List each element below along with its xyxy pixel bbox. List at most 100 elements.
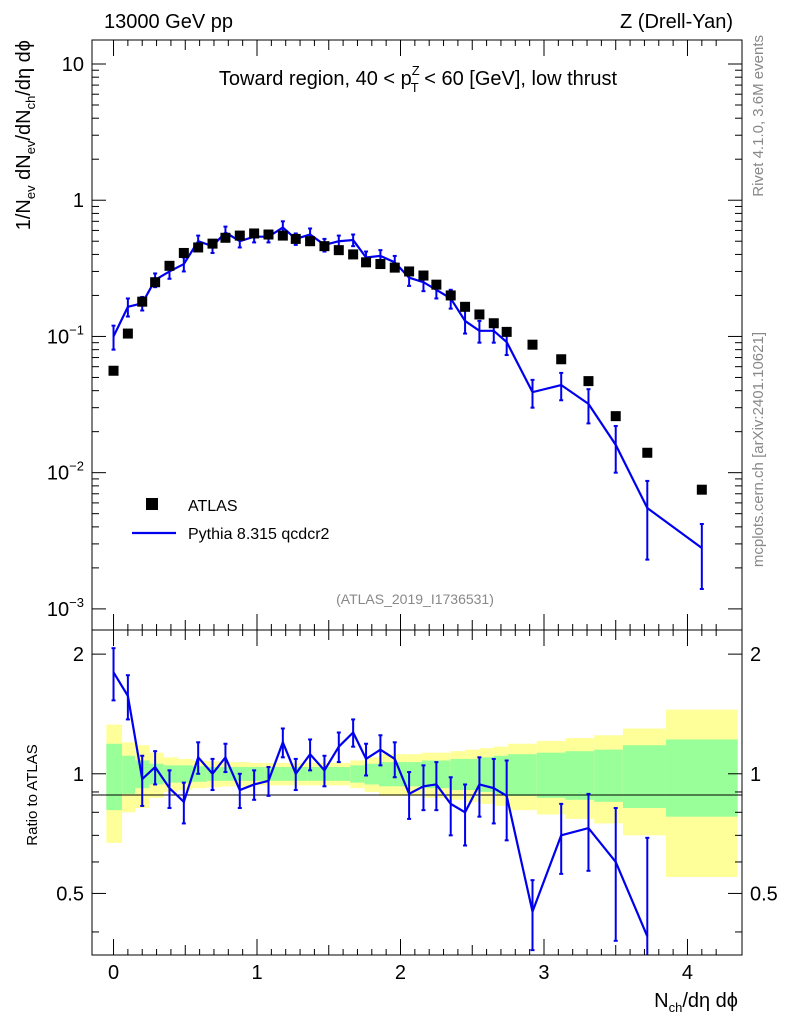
ratio-series-line — [112, 671, 649, 937]
y-tick-base: 10 — [62, 54, 84, 76]
ratio-band-inner — [407, 762, 423, 787]
data-point — [137, 296, 148, 307]
data-point — [389, 262, 400, 273]
y-tick-label: 10−2 — [47, 459, 84, 485]
data-point — [556, 354, 567, 365]
header-process: Z (Drell-Yan) — [620, 11, 733, 33]
ratio-band-inner — [235, 767, 250, 781]
ratio-panel: 0.5 0.5 1 1 2 2 0 1 2 3 4 Ratio to ATLAS Nch/dη d… — [24, 629, 778, 1015]
data-point — [404, 266, 415, 277]
y-tick-label: 10 — [62, 54, 84, 76]
legend-data-marker — [146, 498, 158, 510]
x-tick-label: 0 — [108, 962, 119, 984]
ratio-band-inner — [149, 763, 164, 785]
analysis-id: (ATLAS_2019_I1736531) — [336, 591, 494, 607]
ratio-y-tick-label-left: 0.5 — [56, 883, 84, 905]
ratio-band-inner — [508, 754, 537, 796]
data-point — [277, 230, 288, 241]
y-tick-exponent: −3 — [69, 595, 84, 610]
ratio-band-inner — [665, 739, 738, 817]
ratio-band-inner — [622, 745, 666, 809]
ratio-band-inner — [565, 751, 595, 800]
ratio-band-inner — [178, 765, 193, 783]
ratio-band-inner — [436, 760, 451, 789]
legend-data-label: ATLAS — [188, 498, 238, 515]
data-point — [696, 484, 707, 495]
ratio-y-tick-label-left: 2 — [73, 644, 84, 666]
data-point — [164, 260, 175, 271]
data-point — [501, 326, 512, 337]
x-tick-label: 3 — [538, 962, 549, 984]
ratio-band-inner — [350, 765, 365, 783]
data-point — [583, 376, 594, 387]
ratio-y-ticks: 0.5 0.5 1 1 2 2 — [56, 644, 778, 933]
x-tick-label: 2 — [395, 962, 406, 984]
ratio-marks — [111, 647, 650, 955]
legend-mc-label: Pythia 8.315 qcdcr2 — [188, 526, 330, 543]
data-point — [319, 241, 330, 252]
data-point — [150, 277, 161, 288]
ratio-y-axis-label: Ratio to ATLAS — [24, 744, 41, 845]
x-tick-label: 4 — [682, 962, 693, 984]
ratio-band-inner — [249, 767, 265, 781]
plot-title: Toward region, 40 < pZ T < 60 [GeV], low … — [219, 63, 618, 95]
ratio-band-inner — [378, 762, 394, 787]
data-point — [642, 447, 653, 458]
ratio-y-tick-label-right: 1 — [750, 764, 761, 786]
y-tick-label: 10−1 — [47, 322, 84, 348]
data-point — [108, 365, 119, 376]
data-point — [527, 339, 538, 350]
ratio-x-ticks: 0 1 2 3 4 — [108, 630, 717, 984]
ratio-frame — [91, 629, 743, 956]
ratio-y-tick-label-right: 0.5 — [750, 883, 778, 905]
data-point — [220, 232, 231, 243]
ratio-band-inner — [335, 767, 351, 781]
y-tick-exponent: −2 — [69, 459, 84, 474]
header-energy: 13000 GeV pp — [104, 11, 233, 33]
data-point — [460, 301, 471, 312]
ratio-band-inner — [594, 749, 623, 802]
data-point — [474, 309, 485, 320]
main-y-axis-label: 1/Nev dNev/dNch/dη dϕ — [13, 40, 38, 230]
data-point — [610, 411, 621, 422]
ratio-y-tick-label-right: 2 — [750, 644, 761, 666]
ratio-band-inner — [465, 758, 480, 791]
data-point — [418, 270, 429, 281]
main-marks — [108, 220, 707, 590]
data-point — [178, 247, 189, 258]
data-point — [234, 230, 245, 241]
data-point — [361, 257, 372, 268]
data-point — [375, 259, 386, 270]
mcplots-label: mcplots.cern.ch [arXiv:2401.10621] — [750, 332, 767, 567]
ratio-band-inner — [493, 755, 509, 794]
legend: ATLAS Pythia 8.315 qcdcr2 — [132, 498, 330, 543]
ratio-band-inner — [450, 758, 466, 791]
ratio-band-inner — [422, 760, 437, 789]
y-tick-base: 1 — [73, 190, 84, 212]
ratio-bands — [106, 709, 738, 877]
data-point — [122, 328, 133, 339]
data-point — [488, 318, 499, 329]
ratio-band-inner — [278, 767, 293, 781]
main-x-ticks — [113, 40, 717, 630]
x-tick-label: 1 — [251, 962, 262, 984]
data-point — [290, 233, 301, 244]
ratio-band-inner — [122, 755, 136, 794]
data-point — [305, 236, 316, 247]
data-point — [348, 249, 359, 260]
y-tick-base: 10 — [47, 599, 69, 621]
data-point — [263, 229, 274, 240]
ratio-band-inner — [163, 765, 179, 783]
ratio-band-inner — [536, 752, 566, 798]
ratio-band-inner — [106, 743, 123, 811]
y-tick-label: 1 — [73, 190, 84, 212]
ratio-band-inner — [364, 763, 379, 785]
rivet-label: Rivet 4.1.0, 3.6M events — [750, 35, 767, 197]
data-point — [249, 228, 260, 239]
ratio-y-tick-label-left: 1 — [73, 764, 84, 786]
data-point — [193, 242, 204, 253]
y-tick-base: 10 — [47, 326, 69, 348]
